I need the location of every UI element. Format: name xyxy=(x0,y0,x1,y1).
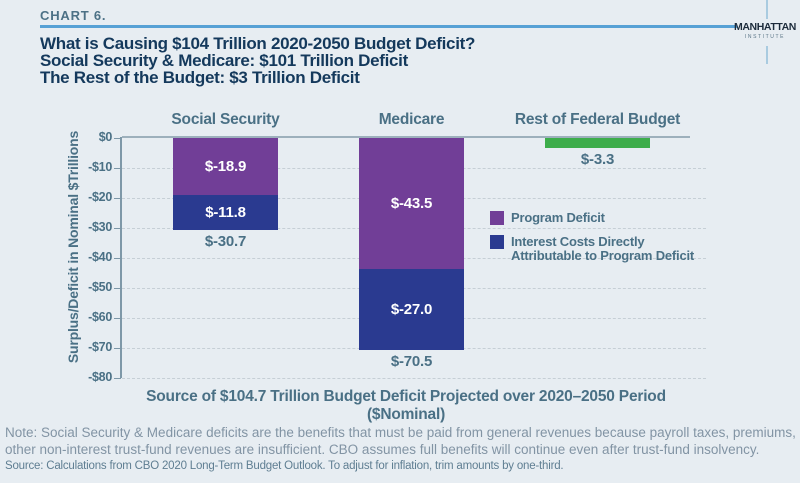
bar-total-label: $-3.3 xyxy=(580,150,615,168)
y-axis-tick-label: -$30 xyxy=(88,220,112,234)
y-axis-tick xyxy=(114,318,121,319)
category-header: Social Security xyxy=(171,111,280,128)
bar-total-label: $-70.5 xyxy=(390,352,433,370)
bar-segment-value-label: $-27.0 xyxy=(390,300,433,318)
y-axis-tick-label: -$40 xyxy=(88,250,112,264)
legend-item: Interest Costs Directly Attributable to … xyxy=(490,235,716,263)
y-axis-tick xyxy=(114,378,121,379)
x-axis-caption: Source of $104.7 Trillion Budget Deficit… xyxy=(146,388,666,423)
zero-baseline xyxy=(122,136,690,138)
bar-segment: $-27.0 xyxy=(359,268,464,350)
y-axis-tick-label: $0 xyxy=(98,130,113,144)
logo-rule-top-icon xyxy=(766,0,768,19)
y-axis-tick xyxy=(114,138,121,139)
y-axis-line xyxy=(120,137,122,378)
y-axis-tick-label: -$20 xyxy=(88,190,112,204)
logo-subname: INSTITUTE xyxy=(744,34,786,40)
note-text: Note: Social Security & Medicare deficit… xyxy=(5,424,800,458)
bar-segment-value-label: $-18.9 xyxy=(204,157,247,175)
y-axis-tick xyxy=(114,198,121,199)
gridline xyxy=(122,378,706,379)
y-axis-tick-label: -$10 xyxy=(88,160,112,174)
chart-title: What is Causing $104 Trillion 2020-2050 … xyxy=(40,35,475,86)
bar-segment xyxy=(545,138,650,148)
bar-segment-value-label: $-11.8 xyxy=(205,203,246,221)
legend-item: Program Deficit xyxy=(490,211,716,225)
legend-label: Program Deficit xyxy=(511,210,605,225)
bar-total-label: $-30.7 xyxy=(204,233,247,251)
legend-swatch-icon xyxy=(490,235,504,249)
y-axis-tick xyxy=(114,228,121,229)
plot-area: $0 -$10 -$20 -$30 -$40 -$50 -$60 -$70 -$80 Social… xyxy=(88,111,706,384)
note-line-2: other non-interest trust-fund revenues a… xyxy=(5,442,760,457)
bar-segment: $-43.5 xyxy=(359,138,464,269)
chart-legend: Program Deficit Interest Costs Directly A… xyxy=(490,211,716,263)
y-axis-tick-label: -$70 xyxy=(88,340,112,354)
logo-rule-bottom-icon xyxy=(766,46,768,64)
chart-kicker: CHART 6. xyxy=(40,8,107,23)
chart-title-line-2: Social Security & Medicare: $101 Trillio… xyxy=(40,51,408,70)
y-axis-tick xyxy=(114,258,121,259)
note-line-1: Note: Social Security & Medicare deficit… xyxy=(5,425,800,440)
category-header: Medicare xyxy=(378,111,445,128)
logo-name: MANHATTAN xyxy=(734,21,796,33)
bar-segment: $-18.9 xyxy=(173,138,278,195)
legend-label: Interest Costs Directly Attributable to … xyxy=(511,234,695,263)
kicker-rule xyxy=(40,25,737,28)
y-axis-tick xyxy=(114,168,121,169)
y-axis-tick-label: -$50 xyxy=(88,280,112,294)
category-header: Rest of Federal Budget xyxy=(514,111,681,128)
bar-segment-value-label: $-43.5 xyxy=(390,194,433,212)
bar-1: $-18.9 $-11.8 xyxy=(173,138,278,231)
y-axis-tick-label: -$80 xyxy=(88,370,112,384)
manhattan-institute-logo: MANHATTAN INSTITUTE xyxy=(730,0,800,66)
source-text: Source: Calculations from CBO 2020 Long-… xyxy=(5,460,564,472)
chart-title-line-1: What is Causing $104 Trillion 2020-2050 … xyxy=(40,34,476,53)
y-axis-tick xyxy=(114,348,121,349)
bar-3 xyxy=(545,138,650,148)
y-axis-tick-label: -$60 xyxy=(88,310,112,324)
legend-swatch-icon xyxy=(490,211,504,225)
bar-2: $-43.5 $-27.0 xyxy=(359,138,464,350)
bar-segment: $-11.8 xyxy=(173,194,278,231)
y-axis-tick xyxy=(114,288,121,289)
chart-title-line-3: The Rest of the Budget: $3 Trillion Defi… xyxy=(40,68,360,87)
